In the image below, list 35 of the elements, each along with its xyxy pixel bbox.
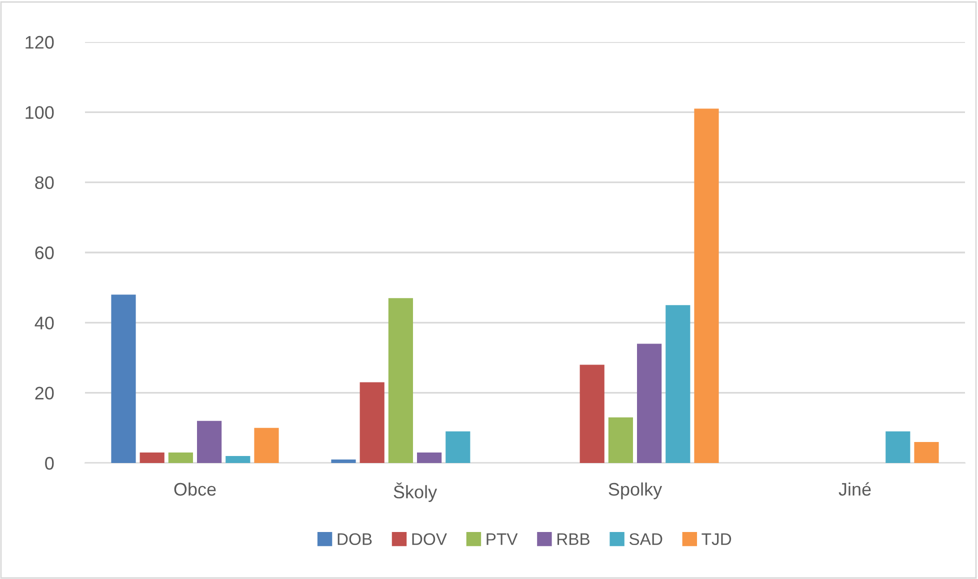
bar [580, 364, 604, 463]
bar [417, 452, 442, 463]
bar [914, 442, 939, 463]
bar [140, 452, 164, 463]
bar [197, 420, 222, 463]
bar [886, 431, 910, 463]
legend-label: RBB [557, 533, 590, 545]
y-tick-label: 120 [26, 36, 54, 49]
y-tick-label: 100 [26, 106, 54, 119]
bar [694, 108, 719, 463]
bar [637, 344, 662, 463]
bar [111, 294, 136, 463]
legend-label: TJD [702, 533, 732, 546]
y-tick-label: 80 [35, 176, 54, 190]
legend-label: SAD [629, 533, 662, 546]
bar [254, 428, 279, 463]
y-tick-label: 40 [34, 316, 54, 330]
y-tick-label: 0 [45, 456, 54, 470]
bar [360, 382, 384, 463]
bar [666, 305, 690, 463]
bar [608, 417, 633, 463]
y-tick-label: 60 [35, 246, 54, 260]
legend-label: DOV [412, 533, 447, 546]
bar [168, 452, 193, 463]
x-tick-label: Spolky [608, 482, 662, 500]
bar [226, 456, 250, 463]
x-tick-label: Obce [174, 482, 216, 496]
x-tick-label: Školy [394, 482, 438, 502]
bar [331, 459, 356, 463]
legend-label: PTV [486, 533, 518, 545]
legend-label: DOB [338, 533, 372, 546]
x-tick-label: Jiné [838, 482, 871, 496]
bar [388, 298, 413, 463]
bar [446, 431, 470, 463]
y-tick-label: 20 [35, 386, 54, 400]
